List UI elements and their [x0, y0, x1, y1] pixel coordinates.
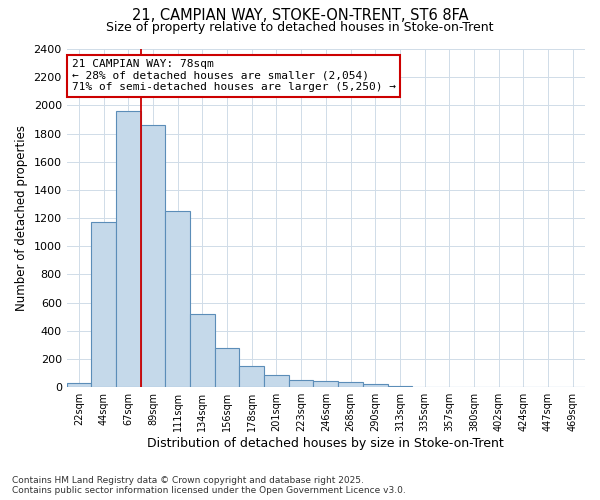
Text: Contains HM Land Registry data © Crown copyright and database right 2025.
Contai: Contains HM Land Registry data © Crown c… — [12, 476, 406, 495]
Text: Size of property relative to detached houses in Stoke-on-Trent: Size of property relative to detached ho… — [106, 21, 494, 34]
Bar — [338, 382, 363, 387]
Bar — [67, 383, 91, 387]
Y-axis label: Number of detached properties: Number of detached properties — [15, 125, 28, 311]
Bar — [141, 125, 166, 387]
Bar — [215, 348, 239, 387]
Bar — [388, 386, 412, 387]
Bar — [412, 386, 437, 387]
Bar — [264, 374, 289, 387]
Bar — [289, 380, 313, 387]
Bar — [116, 111, 141, 387]
Bar — [91, 222, 116, 387]
X-axis label: Distribution of detached houses by size in Stoke-on-Trent: Distribution of detached houses by size … — [148, 437, 504, 450]
Bar — [313, 381, 338, 387]
Bar — [190, 314, 215, 387]
Text: 21 CAMPIAN WAY: 78sqm
← 28% of detached houses are smaller (2,054)
71% of semi-d: 21 CAMPIAN WAY: 78sqm ← 28% of detached … — [72, 59, 396, 92]
Bar — [166, 211, 190, 387]
Text: 21, CAMPIAN WAY, STOKE-ON-TRENT, ST6 8FA: 21, CAMPIAN WAY, STOKE-ON-TRENT, ST6 8FA — [132, 8, 468, 22]
Bar — [239, 366, 264, 387]
Bar — [363, 384, 388, 387]
